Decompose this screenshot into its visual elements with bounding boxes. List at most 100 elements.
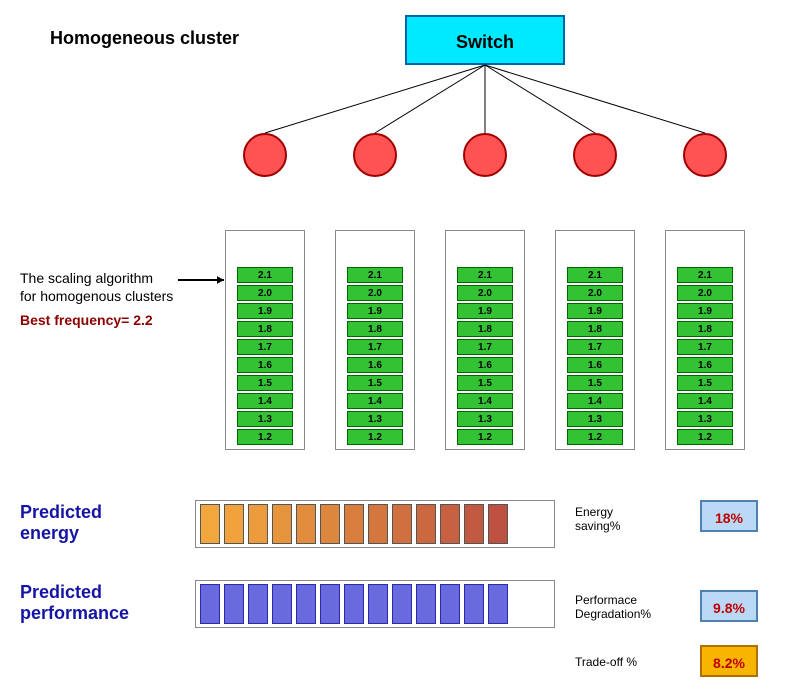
tradeoff-label: Trade-off % xyxy=(575,655,637,669)
predicted-performance-bar xyxy=(195,580,555,628)
bar-segment xyxy=(224,504,244,544)
switch-label: Switch xyxy=(456,32,514,52)
freq-cell: 1.8 xyxy=(677,321,733,337)
switch-box: Switch xyxy=(405,15,565,65)
predicted-energy-text1: Predicted xyxy=(20,502,102,523)
freq-cell: 1.7 xyxy=(457,339,513,355)
algorithm-annotation: The scaling algorithm for homogenous clu… xyxy=(20,270,173,305)
bar-segment xyxy=(320,504,340,544)
cluster-node-2 xyxy=(463,133,507,177)
predicted-performance-text2: performance xyxy=(20,603,129,624)
bar-segment xyxy=(464,584,484,624)
freq-cell: 1.8 xyxy=(237,321,293,337)
bar-segment xyxy=(488,584,508,624)
perf-degradation-label: Performace Degradation% xyxy=(575,593,651,622)
freq-cell: 1.6 xyxy=(237,357,293,373)
main-title-text: Homogeneous cluster xyxy=(50,28,239,48)
tradeoff-value: 8.2% xyxy=(713,655,745,671)
freq-cell: 1.6 xyxy=(457,357,513,373)
freq-cell: 2.0 xyxy=(567,285,623,301)
freq-cell: 1.2 xyxy=(237,429,293,445)
freq-cell: 1.8 xyxy=(567,321,623,337)
freq-cell: 1.3 xyxy=(347,411,403,427)
freq-cell: 2.1 xyxy=(237,267,293,283)
algorithm-annotation-line1: The scaling algorithm xyxy=(20,270,173,288)
bar-segment xyxy=(320,584,340,624)
freq-cell: 2.1 xyxy=(567,267,623,283)
freq-cell: 2.1 xyxy=(457,267,513,283)
freq-cell: 1.5 xyxy=(677,375,733,391)
bar-segment xyxy=(248,584,268,624)
bar-segment xyxy=(248,504,268,544)
diagram-root: { "title": { "text": "Homogeneous cluste… xyxy=(0,0,800,698)
freq-cell: 1.2 xyxy=(567,429,623,445)
bar-segment xyxy=(416,584,436,624)
freq-cell: 1.9 xyxy=(567,303,623,319)
freq-cell: 1.7 xyxy=(567,339,623,355)
bar-segment xyxy=(464,504,484,544)
bar-segment xyxy=(272,584,292,624)
energy-saving-label-line2: saving% xyxy=(575,519,620,533)
freq-cell: 1.5 xyxy=(457,375,513,391)
bar-segment xyxy=(296,504,316,544)
freq-cell: 1.2 xyxy=(677,429,733,445)
cluster-node-1 xyxy=(353,133,397,177)
freq-cell: 2.1 xyxy=(677,267,733,283)
freq-cell: 1.7 xyxy=(237,339,293,355)
freq-cell: 1.4 xyxy=(677,393,733,409)
freq-cell: 1.9 xyxy=(677,303,733,319)
freq-cell: 1.5 xyxy=(237,375,293,391)
freq-cell: 2.0 xyxy=(457,285,513,301)
energy-saving-value: 18% xyxy=(715,510,743,526)
perf-degradation-label-line1: Performace xyxy=(575,593,651,607)
freq-cell: 1.3 xyxy=(237,411,293,427)
main-title: Homogeneous cluster xyxy=(50,28,239,49)
bar-segment xyxy=(368,584,388,624)
bar-segment xyxy=(200,504,220,544)
freq-cell: 1.4 xyxy=(457,393,513,409)
bar-segment xyxy=(296,584,316,624)
bar-segment xyxy=(224,584,244,624)
energy-saving-label: Energy saving% xyxy=(575,505,620,534)
freq-cell: 2.0 xyxy=(347,285,403,301)
freq-cell: 1.3 xyxy=(567,411,623,427)
bar-segment xyxy=(392,504,412,544)
freq-cell: 1.9 xyxy=(237,303,293,319)
predicted-energy-text2: energy xyxy=(20,523,102,544)
freq-cell: 1.4 xyxy=(237,393,293,409)
bar-segment xyxy=(440,584,460,624)
algorithm-annotation-line2: for homogenous clusters xyxy=(20,288,173,306)
bar-segment xyxy=(272,504,292,544)
bar-segment xyxy=(416,504,436,544)
cluster-node-0 xyxy=(243,133,287,177)
freq-stack-0: 2.12.01.91.81.71.61.51.41.31.2 xyxy=(225,230,305,450)
freq-cell: 1.6 xyxy=(677,357,733,373)
freq-cell: 1.8 xyxy=(347,321,403,337)
bar-segment xyxy=(368,504,388,544)
freq-cell: 1.4 xyxy=(567,393,623,409)
freq-cell: 1.8 xyxy=(457,321,513,337)
predicted-energy-bar xyxy=(195,500,555,548)
cluster-node-3 xyxy=(573,133,617,177)
freq-stack-2: 2.12.01.91.81.71.61.51.41.31.2 xyxy=(445,230,525,450)
best-frequency-text: Best frequency= 2.2 xyxy=(20,312,153,328)
best-frequency-label: Best frequency= 2.2 xyxy=(20,312,153,328)
freq-cell: 1.3 xyxy=(677,411,733,427)
tradeoff-value-box: 8.2% xyxy=(700,645,758,677)
freq-stack-3: 2.12.01.91.81.71.61.51.41.31.2 xyxy=(555,230,635,450)
freq-cell: 1.3 xyxy=(457,411,513,427)
freq-cell: 1.5 xyxy=(347,375,403,391)
bar-segment xyxy=(440,504,460,544)
tradeoff-label-line1: Trade-off % xyxy=(575,655,637,669)
bar-segment xyxy=(344,584,364,624)
freq-cell: 1.6 xyxy=(347,357,403,373)
bar-segment xyxy=(392,584,412,624)
freq-cell: 2.1 xyxy=(347,267,403,283)
predicted-performance-label: Predicted performance xyxy=(20,582,129,623)
freq-cell: 1.2 xyxy=(347,429,403,445)
freq-cell: 2.0 xyxy=(677,285,733,301)
freq-cell: 1.7 xyxy=(347,339,403,355)
predicted-performance-text1: Predicted xyxy=(20,582,129,603)
freq-cell: 1.2 xyxy=(457,429,513,445)
predicted-energy-label: Predicted energy xyxy=(20,502,102,543)
